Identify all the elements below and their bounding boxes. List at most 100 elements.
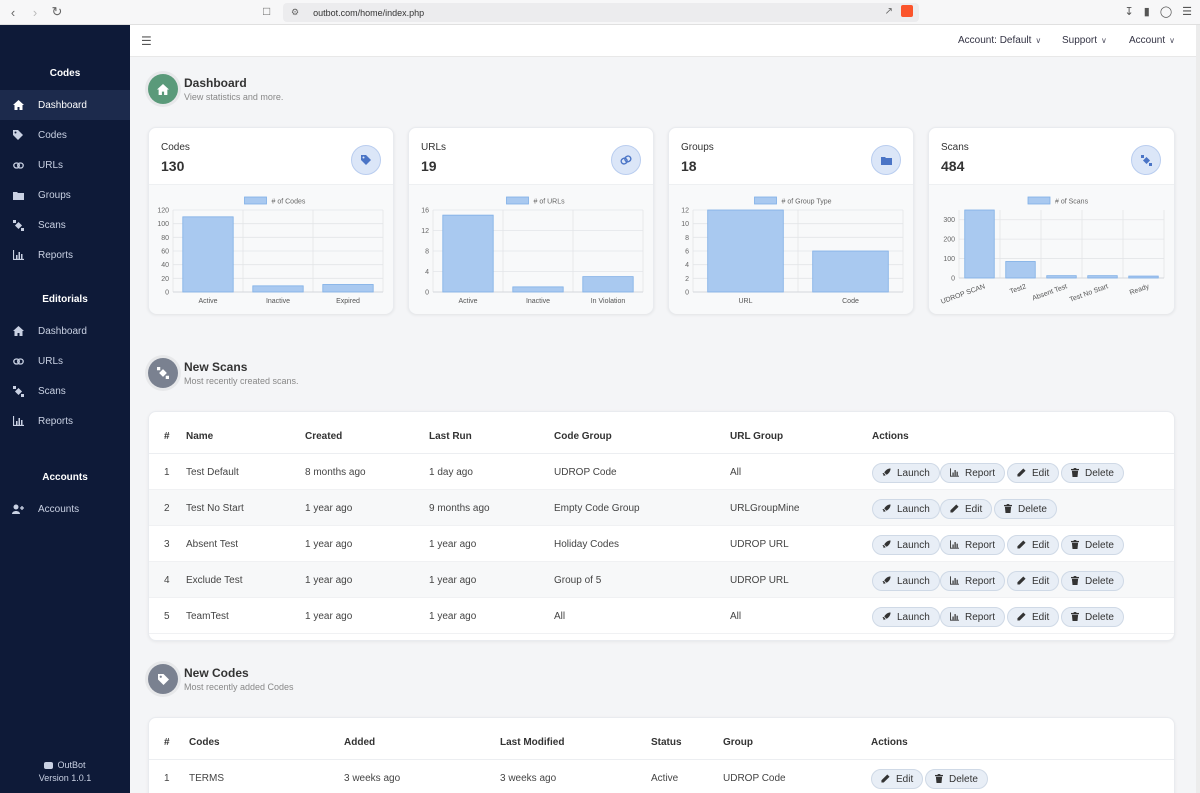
sidebar-item-editorial-scans[interactable]: Scans xyxy=(0,376,130,406)
table-row: 5 TeamTest 1 year ago 1 year ago All All Launc… xyxy=(149,598,1174,634)
launch-button[interactable]: Launch xyxy=(872,607,940,627)
dashboard-header: Dashboard View statistics and more. xyxy=(148,74,283,104)
sidebar-item-accounts[interactable]: Accounts xyxy=(0,494,130,524)
codes-chart: # of Codes 0 20 40 60 80 100 120 Active Inactive E… xyxy=(157,196,384,305)
account-dropdown[interactable]: Account ∨ xyxy=(1129,35,1175,46)
button-label: Launch xyxy=(897,539,930,551)
report-button[interactable]: Report xyxy=(940,607,1006,627)
launch-button[interactable]: Launch xyxy=(872,463,940,483)
sidebar-item-reports[interactable]: Reports xyxy=(0,240,130,270)
sidebar-item-codes[interactable]: Codes xyxy=(0,120,130,150)
pencil-icon xyxy=(1017,611,1026,623)
site-settings-icon[interactable]: ⚙ xyxy=(291,7,300,17)
sidebar-item-dashboard[interactable]: Dashboard xyxy=(0,90,130,120)
trash-icon xyxy=(1071,575,1079,587)
button-label: Report xyxy=(965,575,996,587)
pencil-icon xyxy=(1017,575,1026,587)
reload-icon[interactable]: ↻ xyxy=(51,4,63,19)
rocket-icon xyxy=(882,503,891,515)
cell-created: 8 months ago xyxy=(305,466,366,478)
top-header: ☰ Account: Default ∨ Support ∨ Account ∨ xyxy=(130,25,1196,57)
column-header: Status xyxy=(651,736,682,748)
bar xyxy=(252,285,304,293)
button-label: Delete xyxy=(1085,575,1114,587)
page-scrollbar[interactable] xyxy=(1196,25,1200,793)
x-tick-label: Ready xyxy=(1129,283,1151,297)
support-dropdown[interactable]: Support ∨ xyxy=(1062,35,1107,46)
cell-name: Test No Start xyxy=(186,502,244,514)
edit-button[interactable]: Edit xyxy=(1007,535,1060,555)
wallet-icon[interactable]: ◯ xyxy=(1159,6,1173,18)
delete-button[interactable]: Delete xyxy=(925,769,988,789)
bar xyxy=(182,216,234,293)
launch-button[interactable]: Launch xyxy=(872,499,940,519)
browser-toolbar: ‹ › ↻ □ ⚙ outbot.com/home/index.php ↗ ↧ … xyxy=(0,0,1200,25)
new-scans-table: # Name Created Last Run Code Group URL Group A… xyxy=(148,411,1175,641)
x-tick-label: Expired xyxy=(336,298,360,305)
sidebar-item-label: Accounts xyxy=(38,503,80,515)
bar xyxy=(512,286,564,293)
back-icon[interactable]: ‹ xyxy=(10,4,16,20)
share-icon[interactable]: ↗ xyxy=(884,5,893,17)
column-header: Added xyxy=(344,736,376,748)
button-label: Delete xyxy=(1085,467,1114,479)
account-default-dropdown[interactable]: Account: Default ∨ xyxy=(958,35,1041,46)
y-tick-label: 0 xyxy=(951,276,955,283)
legend-label: # of URLs xyxy=(534,199,566,206)
launch-button[interactable]: Launch xyxy=(872,571,940,591)
delete-button[interactable]: Delete xyxy=(1061,463,1124,483)
cell-code-group: Empty Code Group xyxy=(554,502,640,514)
sidebar-toggle-icon[interactable]: ▮ xyxy=(1143,6,1150,18)
rocket-icon xyxy=(882,467,891,479)
scans-chart: # of Scans 0 100 200 300 UDROP SCAN Test2 Absen… xyxy=(940,196,1165,306)
delete-button[interactable]: Delete xyxy=(1061,571,1124,591)
brave-shield-icon[interactable] xyxy=(901,5,913,17)
x-tick-label: Active xyxy=(458,298,477,305)
button-label: Report xyxy=(965,539,996,551)
report-button[interactable]: Report xyxy=(940,463,1006,483)
sidebar-item-groups[interactable]: Groups xyxy=(0,180,130,210)
column-header: # xyxy=(164,430,170,442)
sidebar-item-scans[interactable]: Scans xyxy=(0,210,130,240)
edit-button[interactable]: Edit xyxy=(1007,571,1060,591)
card-count: 18 xyxy=(681,158,697,174)
y-tick-label: 0 xyxy=(685,290,689,297)
edit-button[interactable]: Edit xyxy=(871,769,924,789)
sidebar-item-editorial-urls[interactable]: URLs xyxy=(0,346,130,376)
column-header: # xyxy=(164,736,170,748)
edit-button[interactable]: Edit xyxy=(1007,607,1060,627)
table-row: 1 TERMS 3 weeks ago 3 weeks ago Active UDROP … xyxy=(149,760,1174,793)
home-icon xyxy=(11,326,25,336)
sidebar-item-editorial-reports[interactable]: Reports xyxy=(0,406,130,436)
y-tick-label: 80 xyxy=(161,235,169,242)
page-title: Dashboard xyxy=(184,76,247,90)
column-header: Codes xyxy=(189,736,220,748)
download-icon[interactable]: ↧ xyxy=(1124,6,1134,18)
table-header-row: # Codes Added Last Modified Status Group Actio… xyxy=(149,724,1174,760)
menu-icon[interactable]: ☰ xyxy=(1182,6,1192,18)
address-bar[interactable]: ⚙ outbot.com/home/index.php ↗ xyxy=(283,3,919,22)
urls-chart: # of URLs 0 4 8 12 16 Active Inactive In Violati… xyxy=(421,196,644,305)
delete-button[interactable]: Delete xyxy=(1061,607,1124,627)
edit-button[interactable]: Edit xyxy=(1007,463,1060,483)
button-label: Delete xyxy=(1085,539,1114,551)
trash-icon xyxy=(1071,611,1079,623)
sidebar-item-urls[interactable]: URLs xyxy=(0,150,130,180)
launch-button[interactable]: Launch xyxy=(872,535,940,555)
pencil-icon xyxy=(1017,467,1026,479)
report-button[interactable]: Report xyxy=(940,535,1006,555)
scans-chart-area: # of Scans 0 100 200 300 UDROP SCAN Test2 Absen… xyxy=(929,184,1174,314)
hamburger-menu-icon[interactable]: ☰ xyxy=(141,34,152,48)
edit-button[interactable]: Edit xyxy=(940,499,993,519)
pencil-icon xyxy=(881,773,890,785)
delete-button[interactable]: Delete xyxy=(994,499,1057,519)
button-label: Delete xyxy=(949,773,978,785)
sidebar-item-editorial-dashboard[interactable]: Dashboard xyxy=(0,316,130,346)
satellite-icon xyxy=(11,219,25,231)
button-label: Edit xyxy=(896,773,914,785)
forward-icon[interactable]: › xyxy=(32,4,38,20)
delete-button[interactable]: Delete xyxy=(1061,535,1124,555)
chevron-down-icon: ∨ xyxy=(1035,36,1042,45)
bookmark-icon[interactable]: □ xyxy=(263,4,271,18)
report-button[interactable]: Report xyxy=(940,571,1006,591)
